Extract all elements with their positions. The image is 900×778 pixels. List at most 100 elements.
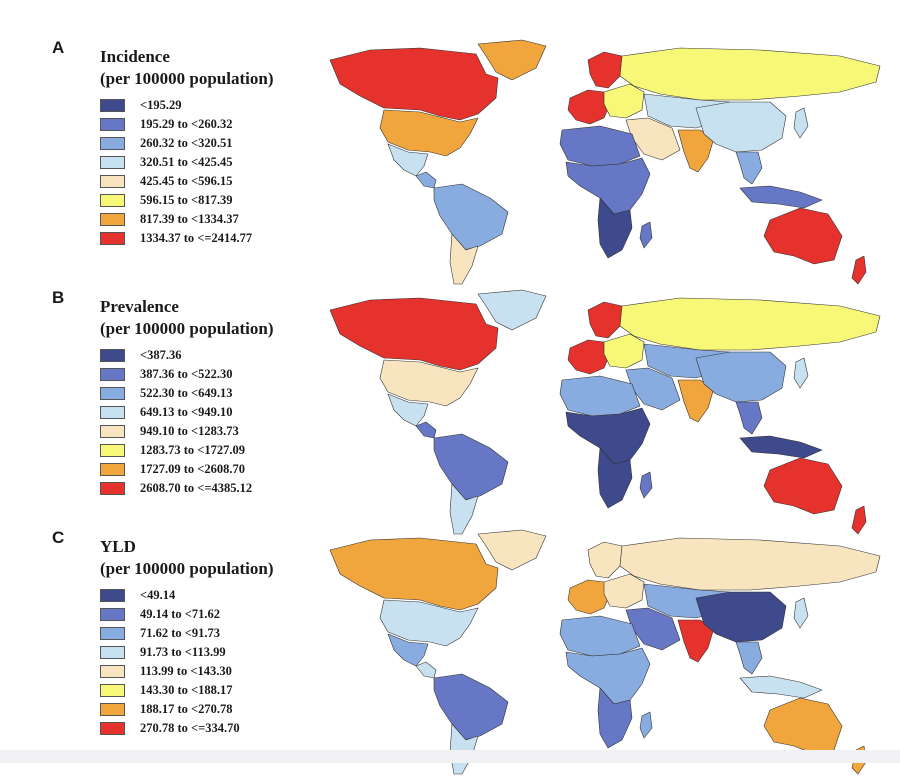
legend-label: 143.30 to <188.17 [140,683,233,697]
legend-label: 387.36 to <522.30 [140,367,233,381]
legend-title-line1: Incidence [100,47,170,66]
legend-label: 596.15 to <817.39 [140,193,233,207]
region-japan [793,357,809,389]
region-central-america [415,421,437,439]
panel-letter: B [52,288,65,307]
region-australia [763,457,843,515]
region-greenland [477,289,547,331]
region-russia [619,537,881,591]
region-western-europe [567,339,611,375]
legend-label: 49.14 to <71.62 [140,607,221,621]
region-canada [329,47,499,121]
region-south-america-s [449,483,479,535]
legend-swatch [100,665,125,678]
region-scandinavia [587,51,623,89]
legend-title-line2: (per 100000 population) [100,559,274,578]
region-canada [329,297,499,371]
legend-swatch [100,463,125,476]
region-scandinavia [587,541,623,579]
legend-swatch [100,156,125,169]
region-southern-africa [597,197,633,259]
legend-label: 817.39 to <1334.37 [140,212,239,226]
panel-yld: C YLD (per 100000 population) <49.14 49.1… [0,528,900,778]
region-southern-africa [597,447,633,509]
legend-label: 2608.70 to <=4385.12 [140,481,253,495]
region-south-america-n [433,673,509,741]
legend-swatch [100,232,125,245]
legend-item: 270.78 to <=334.70 [100,719,240,738]
region-southeast-asia [735,151,763,185]
legend-swatch [100,425,125,438]
region-indonesia [739,435,823,459]
legend-item: 2608.70 to <=4385.12 [100,479,252,498]
world-map [300,288,890,538]
region-central-america [415,661,437,679]
region-eastern-europe [603,573,645,609]
region-mexico [387,633,429,667]
legend-item: 320.51 to <425.45 [100,153,252,172]
legend-swatch [100,703,125,716]
map-svg [329,529,881,775]
legend-label: <195.29 [140,98,182,112]
region-russia [619,47,881,101]
legend-swatch [100,406,125,419]
region-china [695,351,787,403]
legend: <49.14 49.14 to <71.62 71.62 to <91.73 91.7… [100,586,240,738]
legend-label: 425.45 to <596.15 [140,174,233,188]
region-canada [329,537,499,611]
region-eastern-europe [603,83,645,119]
legend-swatch [100,722,125,735]
panel-letter: A [52,38,65,57]
region-north-africa [559,615,641,657]
legend-label: 1334.37 to <=2414.77 [140,231,253,245]
world-map [300,38,890,288]
region-south-asia [677,619,715,663]
legend-item: <49.14 [100,586,240,605]
legend-item: 949.10 to <1283.73 [100,422,252,441]
legend-label: 270.78 to <=334.70 [140,721,240,735]
legend-item: 1727.09 to <2608.70 [100,460,252,479]
legend-swatch [100,99,125,112]
legend-item: <387.36 [100,346,252,365]
region-usa [379,359,479,407]
legend-item: 425.45 to <596.15 [100,172,252,191]
region-north-africa [559,375,641,417]
region-australia [763,207,843,265]
legend-swatch [100,368,125,381]
legend-label: 71.62 to <91.73 [140,626,221,640]
region-south-america-n [433,183,509,251]
region-australia [763,697,843,755]
legend-swatch [100,646,125,659]
legend-swatch [100,482,125,495]
legend-swatch [100,194,125,207]
region-indonesia [739,185,823,209]
legend-item: 596.15 to <817.39 [100,191,252,210]
region-southeast-asia [735,401,763,435]
legend-item: <195.29 [100,96,252,115]
legend-label: 649.13 to <949.10 [140,405,233,419]
legend-swatch [100,608,125,621]
legend-item: 387.36 to <522.30 [100,365,252,384]
legend-label: <49.14 [140,588,176,602]
region-usa [379,599,479,647]
legend-label: 1727.09 to <2608.70 [140,462,246,476]
region-south-america-s [449,233,479,285]
region-russia [619,297,881,351]
region-scandinavia [587,301,623,339]
map-svg [329,39,881,285]
region-greenland [477,39,547,81]
legend-swatch [100,387,125,400]
legend-item: 49.14 to <71.62 [100,605,240,624]
region-southern-africa [597,687,633,749]
legend: <195.29 195.29 to <260.32 260.32 to <320.5… [100,96,252,248]
legend-label: 91.73 to <113.99 [140,645,226,659]
region-western-europe [567,579,611,615]
legend-swatch [100,444,125,457]
legend-label: 260.32 to <320.51 [140,136,233,150]
legend-label: 522.30 to <649.13 [140,386,233,400]
panel-prevalence: B Prevalence (per 100000 population) <38… [0,288,900,538]
legend-swatch [100,213,125,226]
legend: <387.36 387.36 to <522.30 522.30 to <649.1… [100,346,252,498]
region-south-asia [677,379,715,423]
region-madagascar [639,471,653,499]
